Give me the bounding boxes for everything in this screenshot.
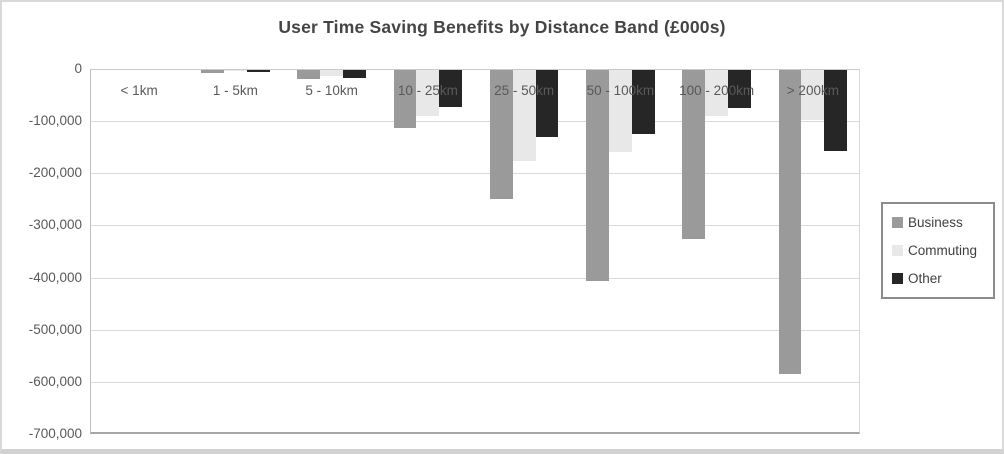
legend-item-commuting: Commuting: [892, 243, 993, 258]
plot-area: < 1km 1 - 5km 5 - 10km 10 - 25km 25 - 50km 50…: [90, 69, 860, 434]
x-axis-category-label: 10 - 25km: [397, 83, 458, 98]
legend-swatch-icon: [892, 216, 903, 228]
x-axis-category-label: > 200km: [786, 83, 839, 98]
bar-commuting: [223, 70, 247, 71]
bar-other: [824, 70, 848, 152]
bar-business: [586, 70, 609, 282]
legend-item-other: Other: [892, 271, 993, 286]
gridline: [91, 329, 859, 331]
x-axis-category-label: 5 - 10km: [305, 83, 358, 98]
y-axis-tick-label: -500,000: [28, 321, 82, 337]
y-axis-tick-label: -200,000: [28, 165, 82, 181]
gridline: [91, 225, 859, 227]
legend-swatch-icon: [892, 273, 903, 285]
bar-commuting: [512, 70, 536, 161]
bar-other: [439, 70, 463, 107]
legend-item-label: Business: [908, 214, 963, 230]
legend-swatch-icon: [892, 244, 903, 256]
chart-title: User Time Saving Benefits by Distance Ba…: [278, 17, 726, 37]
x-axis-category-label: 100 - 200km: [679, 83, 755, 98]
bar-business: [201, 70, 224, 73]
bar-commuting: [608, 70, 632, 153]
bar-commuting: [416, 70, 440, 117]
bar-business: [778, 70, 802, 374]
x-axis-category-label: 50 - 100km: [586, 83, 655, 98]
y-axis-tick-label: -300,000: [28, 217, 82, 233]
x-axis-category-label: 1 - 5km: [212, 83, 258, 98]
bar-other: [246, 70, 270, 72]
gridline: [91, 277, 859, 279]
x-axis-category-label: < 1km: [120, 83, 158, 98]
x-axis-category-label: 25 - 50km: [494, 83, 555, 98]
y-axis-tick-label: -600,000: [28, 373, 82, 389]
bar-business: [393, 70, 417, 129]
legend-item-label: Other: [908, 271, 942, 287]
bar-commuting: [801, 70, 825, 121]
bar-business: [489, 70, 513, 199]
y-axis-tick-label: -400,000: [28, 269, 82, 285]
y-axis-tick-label: -700,000: [28, 426, 82, 441]
y-axis-tick-label: 0: [74, 61, 82, 76]
gridline: [91, 381, 859, 383]
bar-other: [631, 70, 655, 135]
legend-item-label: Commuting: [908, 242, 978, 258]
bar-other: [535, 70, 559, 138]
gridline: [91, 121, 859, 123]
bar-commuting: [320, 70, 344, 76]
bar-other: [728, 70, 751, 109]
legend-item-business: Business: [892, 215, 993, 230]
bar-other: [343, 70, 366, 78]
bar-business: [297, 70, 321, 80]
y-axis-tick-label: -100,000: [28, 113, 82, 129]
legend: Business Commuting Other: [881, 202, 995, 299]
bar-commuting: [705, 70, 729, 116]
gridline: [91, 173, 859, 175]
bar-business: [682, 70, 706, 240]
